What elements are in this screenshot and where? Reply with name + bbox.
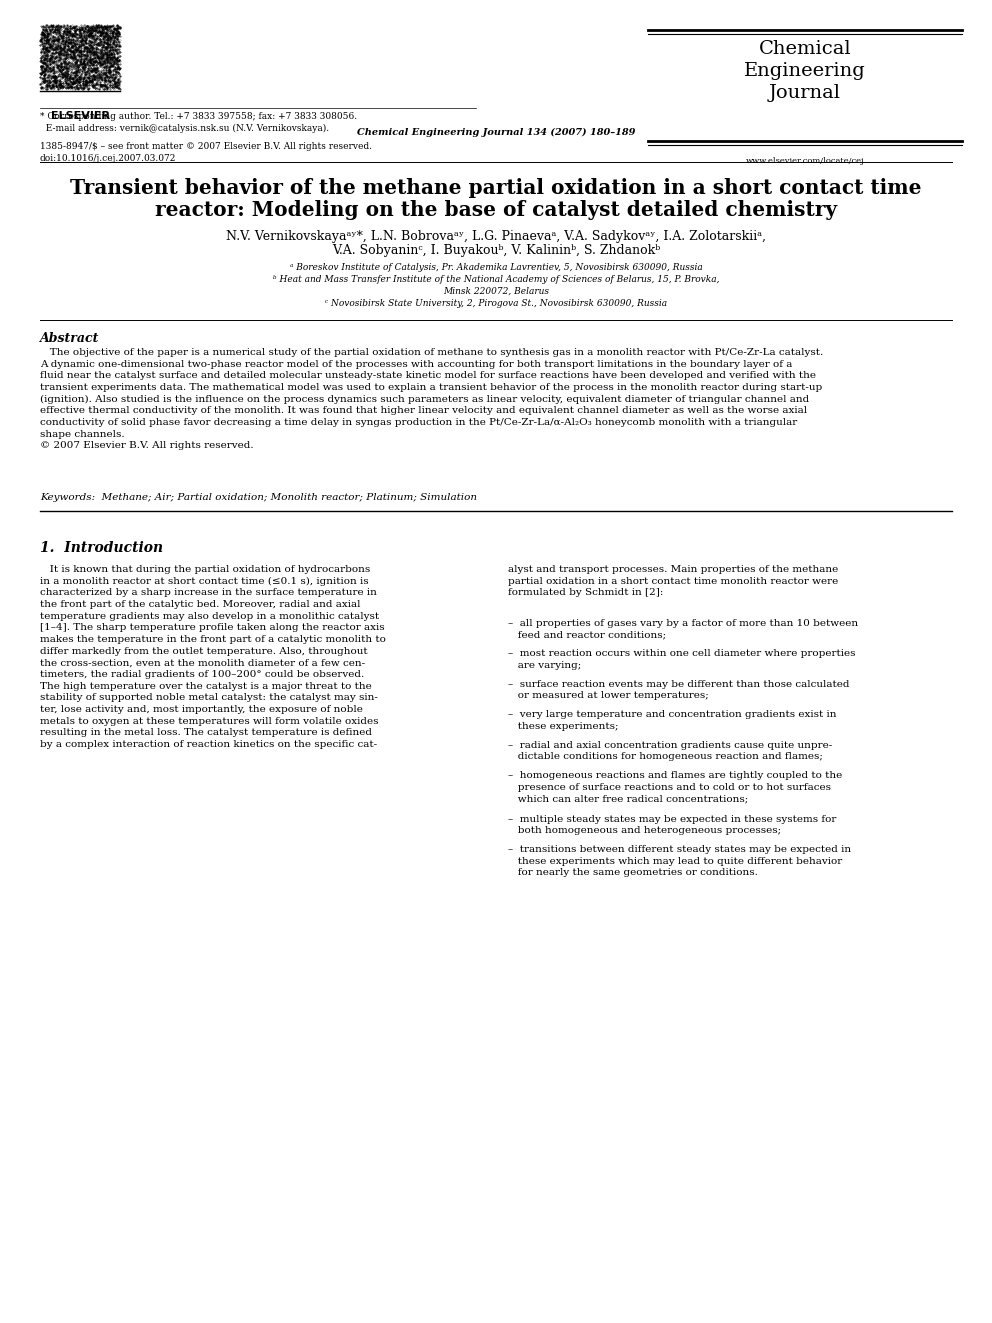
Text: N.V. Vernikovskayaᵃʸ*, L.N. Bobrovaᵃʸ, L.G. Pinaevaᵃ, V.A. Sadykovᵃʸ, I.A. Zolot: N.V. Vernikovskayaᵃʸ*, L.N. Bobrovaᵃʸ, L…: [226, 230, 766, 243]
Text: 1.  Introduction: 1. Introduction: [40, 541, 163, 556]
Text: Abstract: Abstract: [40, 332, 99, 345]
Text: Chemical: Chemical: [759, 40, 851, 58]
Text: –  radial and axial concentration gradients cause quite unpre-
   dictable condi: – radial and axial concentration gradien…: [508, 741, 832, 761]
Text: –  most reaction occurs within one cell diameter where properties
   are varying: – most reaction occurs within one cell d…: [508, 650, 855, 669]
Text: www.elsevier.com/locate/cej: www.elsevier.com/locate/cej: [746, 157, 864, 165]
Text: The objective of the paper is a numerical study of the partial oxidation of meth: The objective of the paper is a numerica…: [40, 348, 823, 450]
Text: * Corresponding author. Tel.: +7 3833 397558; fax: +7 3833 308056.: * Corresponding author. Tel.: +7 3833 39…: [40, 112, 357, 120]
Text: ᵃ Boreskov Institute of Catalysis, Pr. Akademika Lavrentiev, 5, Novosibirsk 6300: ᵃ Boreskov Institute of Catalysis, Pr. A…: [290, 263, 702, 273]
Text: E-mail address: vernik@catalysis.nsk.su (N.V. Vernikovskaya).: E-mail address: vernik@catalysis.nsk.su …: [40, 124, 329, 134]
Text: Chemical Engineering Journal 134 (2007) 180–189: Chemical Engineering Journal 134 (2007) …: [357, 128, 635, 138]
Text: Journal: Journal: [769, 83, 841, 102]
Text: Minsk 220072, Belarus: Minsk 220072, Belarus: [443, 287, 549, 296]
Text: ELSEVIER: ELSEVIER: [51, 111, 109, 120]
Text: –  all properties of gases vary by a factor of more than 10 between
   feed and : – all properties of gases vary by a fact…: [508, 619, 858, 639]
Text: Keywords:  Methane; Air; Partial oxidation; Monolith reactor; Platinum; Simulati: Keywords: Methane; Air; Partial oxidatio…: [40, 493, 477, 501]
Text: –  transitions between different steady states may be expected in
   these exper: – transitions between different steady s…: [508, 845, 851, 877]
Text: alyst and transport processes. Main properties of the methane
partial oxidation : alyst and transport processes. Main prop…: [508, 565, 838, 597]
Text: reactor: Modeling on the base of catalyst detailed chemistry: reactor: Modeling on the base of catalys…: [155, 200, 837, 220]
Text: –  multiple steady states may be expected in these systems for
   both homogeneo: – multiple steady states may be expected…: [508, 815, 836, 835]
Text: Transient behavior of the methane partial oxidation in a short contact time: Transient behavior of the methane partia…: [70, 179, 922, 198]
Text: –  surface reaction events may be different than those calculated
   or measured: – surface reaction events may be differe…: [508, 680, 849, 700]
Text: –  homogeneous reactions and flames are tightly coupled to the
   presence of su: – homogeneous reactions and flames are t…: [508, 771, 842, 803]
Text: ᵇ Heat and Mass Transfer Institute of the National Academy of Sciences of Belaru: ᵇ Heat and Mass Transfer Institute of th…: [273, 275, 719, 284]
Text: V.A. Sobyaninᶜ, I. Buyakouᵇ, V. Kalininᵇ, S. Zhdanokᵇ: V.A. Sobyaninᶜ, I. Buyakouᵇ, V. Kalininᵇ…: [332, 243, 660, 257]
Text: 1385-8947/$ – see front matter © 2007 Elsevier B.V. All rights reserved.: 1385-8947/$ – see front matter © 2007 El…: [40, 142, 372, 151]
Text: ᶜ Novosibirsk State University, 2, Pirogova St., Novosibirsk 630090, Russia: ᶜ Novosibirsk State University, 2, Pirog…: [325, 299, 667, 308]
Text: doi:10.1016/j.cej.2007.03.072: doi:10.1016/j.cej.2007.03.072: [40, 153, 177, 163]
Text: It is known that during the partial oxidation of hydrocarbons
in a monolith reac: It is known that during the partial oxid…: [40, 565, 386, 749]
Text: –  very large temperature and concentration gradients exist in
   these experime: – very large temperature and concentrati…: [508, 710, 836, 730]
Text: Engineering: Engineering: [744, 62, 866, 79]
